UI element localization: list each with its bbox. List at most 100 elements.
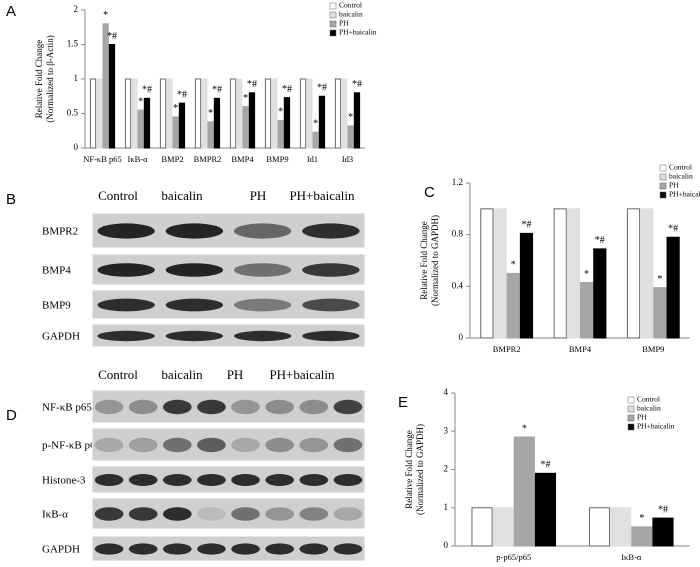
panel-letter: B	[6, 191, 16, 208]
band	[197, 437, 226, 453]
legend-label: PH	[637, 413, 647, 422]
bar	[593, 248, 607, 339]
band	[128, 543, 158, 555]
band	[162, 543, 192, 555]
legend-swatch	[627, 414, 635, 422]
y-axis-label: Relative Fold Change	[419, 221, 429, 300]
bar	[207, 121, 214, 149]
bar	[626, 208, 641, 339]
y-tick-label: 1.5	[67, 39, 79, 49]
band	[165, 223, 224, 239]
significance-mark: *	[522, 423, 527, 434]
band	[97, 223, 155, 239]
significance-mark: *	[173, 103, 178, 114]
band	[231, 399, 260, 415]
band	[302, 263, 360, 277]
band	[128, 507, 158, 521]
lane-header: PH+baicalin	[289, 188, 355, 203]
significance-mark: *#	[521, 220, 531, 231]
band	[231, 543, 260, 555]
significance-mark: *	[313, 118, 318, 129]
y-tick-label: 3	[444, 425, 449, 435]
legend-swatch	[329, 20, 337, 28]
band	[94, 474, 124, 486]
legend-swatch	[329, 2, 337, 10]
bar	[108, 44, 116, 149]
band	[302, 298, 360, 312]
x-tick-label: IκB-α	[127, 154, 148, 164]
bar	[334, 78, 342, 149]
bar	[312, 131, 319, 149]
significance-mark: *#	[282, 84, 292, 95]
legend-swatch	[659, 164, 667, 172]
bar	[89, 78, 97, 149]
panel-letter: C	[424, 184, 435, 201]
band	[162, 399, 192, 415]
row-label: GAPDH	[42, 331, 80, 343]
lane-header: baicalin	[161, 188, 203, 203]
legend-swatch	[329, 29, 337, 37]
band	[233, 263, 292, 277]
x-tick-label: BMP2	[161, 154, 183, 164]
bar	[580, 281, 594, 339]
row-label: NF-κB p65	[42, 402, 92, 414]
bar	[519, 232, 534, 339]
legend-swatch	[659, 191, 667, 199]
significance-mark: *#	[668, 224, 678, 235]
bar	[131, 78, 138, 149]
bar	[143, 97, 151, 149]
band	[333, 399, 363, 415]
band	[299, 507, 329, 521]
significance-mark: *	[243, 93, 248, 104]
band	[302, 330, 360, 342]
lane-header: Control	[98, 367, 138, 382]
lane-header: baicalin	[161, 367, 203, 382]
x-tick-label: p-p65/p65	[496, 552, 531, 562]
bar	[229, 78, 237, 149]
band	[94, 507, 124, 521]
band	[265, 543, 295, 555]
y-tick-label: 1	[74, 73, 79, 83]
bar	[492, 507, 514, 547]
band	[97, 263, 155, 277]
band	[299, 437, 329, 453]
panel-letter: A	[6, 3, 16, 20]
band	[197, 507, 226, 521]
significance-mark: *#	[595, 235, 605, 246]
lane-header: Control	[98, 188, 138, 203]
row-label: p-NF-κB p65	[42, 440, 102, 452]
band	[333, 437, 363, 453]
band	[265, 399, 295, 415]
significance-mark: *#	[352, 79, 362, 90]
bar	[506, 272, 520, 339]
band	[333, 543, 363, 555]
bar	[471, 507, 493, 547]
band	[299, 474, 329, 486]
panel-letter: D	[6, 407, 17, 424]
y-tick-label: 0	[74, 142, 79, 152]
bar	[341, 78, 348, 149]
significance-mark: *#	[177, 89, 187, 100]
bar	[513, 436, 535, 547]
lane-header: PH	[250, 188, 267, 203]
bar	[159, 78, 167, 149]
bar	[178, 102, 186, 149]
legend-swatch	[659, 182, 667, 190]
x-tick-label: NF-κB p65	[83, 154, 122, 164]
legend-swatch	[627, 405, 635, 413]
bar	[271, 78, 278, 149]
y-tick-label: 0	[459, 332, 464, 342]
row-label: Histone-3	[42, 475, 86, 487]
legend-label: PH+baicalin	[339, 28, 377, 37]
row-label: BMP4	[42, 265, 71, 277]
row-label: GAPDH	[42, 544, 80, 556]
bar	[213, 97, 221, 149]
band	[94, 437, 124, 453]
bar	[96, 78, 103, 149]
legend-swatch	[627, 423, 635, 431]
blot-strip	[91, 427, 366, 462]
row-label: IκB-α	[42, 509, 68, 521]
bar	[124, 78, 132, 149]
band	[265, 507, 295, 521]
y-tick-label: 0.5	[67, 108, 79, 118]
